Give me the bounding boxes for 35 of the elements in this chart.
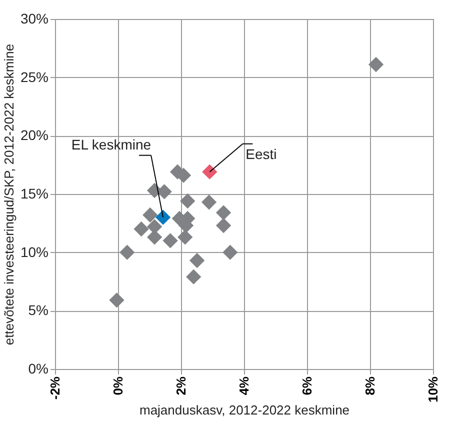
y-tick-label: 25% — [20, 68, 48, 85]
point — [155, 210, 171, 225]
point — [109, 292, 124, 308]
y-tick-label: 15% — [20, 186, 48, 202]
point — [216, 205, 232, 220]
text: Eesti — [246, 146, 277, 162]
point — [202, 164, 218, 180]
x-tick-label: 2% — [174, 376, 188, 396]
x-axis-title: majanduskasv, 2012-2022 keskmine — [139, 402, 350, 418]
x-tick-label: 8% — [362, 376, 378, 396]
point — [216, 218, 232, 234]
y-tick-label: 10% — [20, 244, 48, 260]
point — [142, 207, 158, 223]
point — [134, 221, 149, 237]
point — [201, 194, 217, 210]
x-tick-label: 6% — [300, 376, 314, 396]
point — [186, 269, 202, 284]
y-tick-label: 20% — [20, 127, 48, 144]
point — [162, 233, 178, 248]
point — [222, 244, 238, 260]
y-tick-label: 5% — [28, 302, 48, 318]
y-tick-label: 30% — [20, 10, 48, 26]
x-tick-label: -2% — [48, 376, 62, 400]
point — [120, 244, 135, 260]
point — [146, 230, 162, 245]
x-tick-label: 10% — [426, 376, 440, 403]
point — [180, 193, 196, 209]
x-tick-label: 0% — [110, 376, 126, 396]
y-axis-title: ettevõtete investeeringud/SKP, 2012-2022 keskmine — [1, 44, 16, 346]
x-tick-label: 4% — [236, 376, 252, 396]
point — [189, 252, 205, 268]
y-tick-label: 0% — [28, 360, 48, 376]
text: EL keskmine — [71, 136, 152, 152]
point — [368, 56, 384, 72]
point — [178, 230, 193, 245]
